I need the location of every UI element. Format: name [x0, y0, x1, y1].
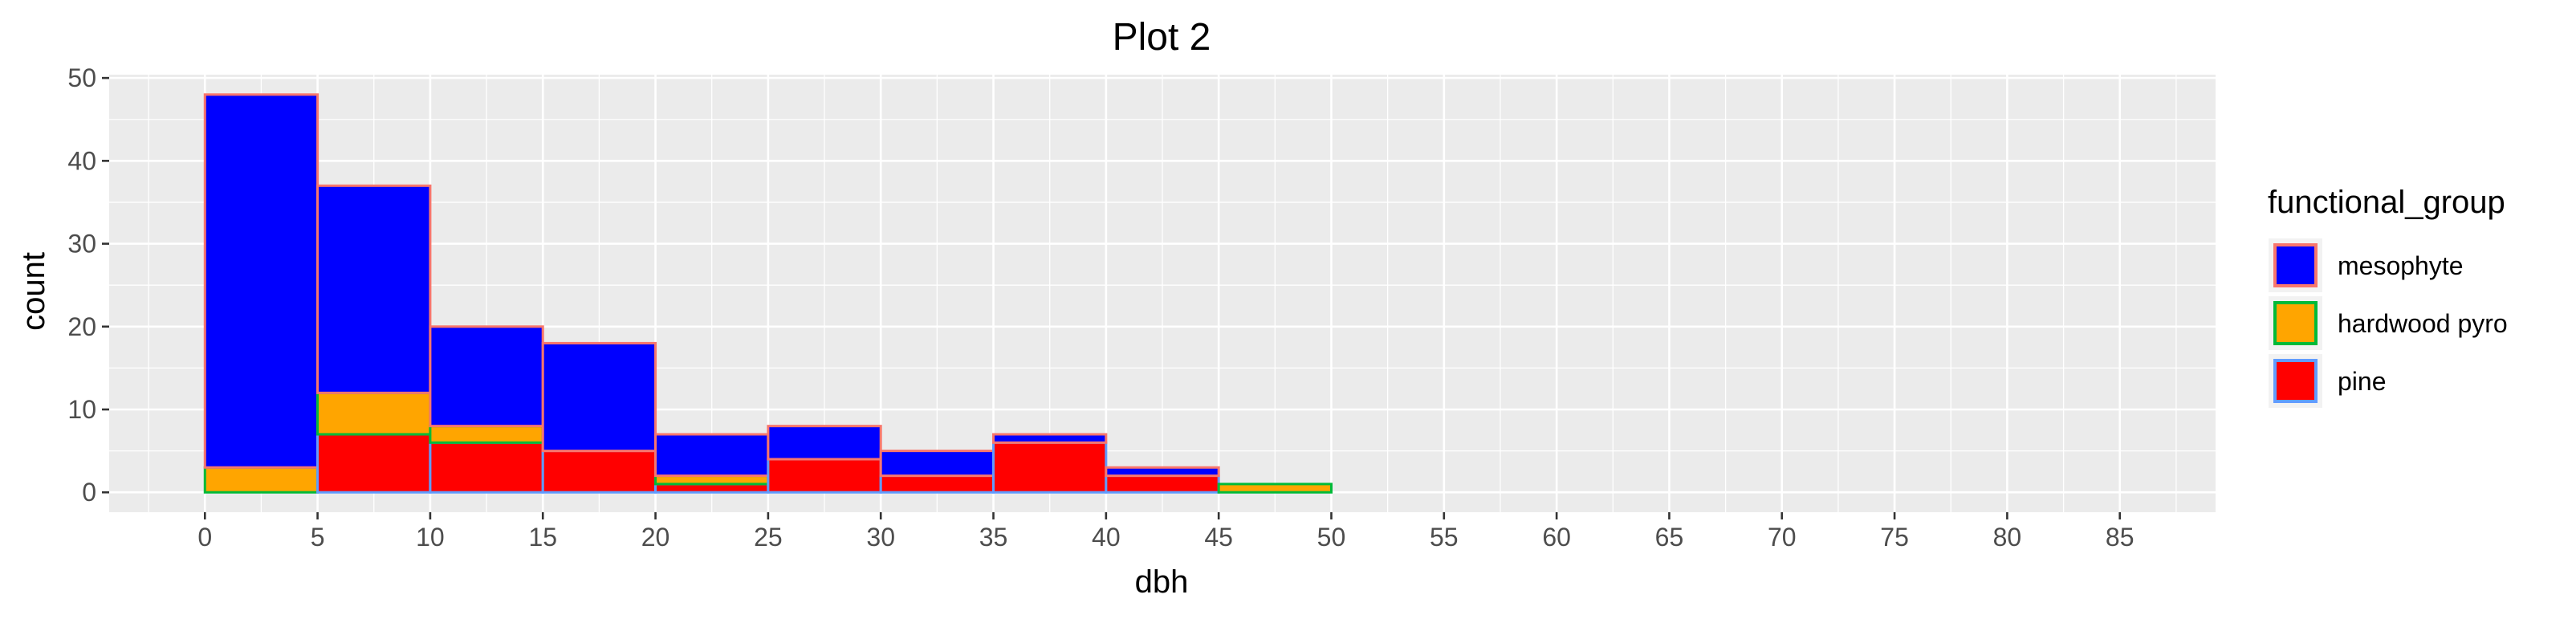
- legend-label: mesophyte: [2338, 251, 2464, 280]
- bar-pine-25: [767, 458, 882, 494]
- legend-label: pine: [2338, 367, 2387, 396]
- bar-mesophyte-20: [654, 433, 770, 478]
- bar-mesophyte-5: [316, 184, 432, 394]
- bar-pine-35: [992, 441, 1108, 494]
- x-tick-label: 85: [2106, 523, 2134, 552]
- x-axis-title: dbh: [1135, 564, 1189, 600]
- bars-layer: [203, 93, 1333, 494]
- bar-hardwood-pyro-5: [316, 391, 432, 436]
- y-tick-label: 40: [67, 146, 96, 175]
- legend: functional_group mesophyte hardwood pyro p…: [2268, 185, 2508, 408]
- bar-pine-5: [316, 433, 432, 494]
- chart-title: Plot 2: [1113, 16, 1211, 59]
- bar-mesophyte-25: [767, 425, 882, 461]
- x-tick-label: 25: [754, 523, 783, 552]
- y-tick-label: 10: [67, 395, 96, 424]
- x-tick-label: 80: [1993, 523, 2022, 552]
- legend-key-hardwood-pyro: [2273, 301, 2318, 345]
- bar-mesophyte-40: [1105, 466, 1220, 478]
- x-tick-label: 0: [197, 523, 212, 552]
- legend-title: functional_group: [2268, 185, 2505, 220]
- y-axis-title: count: [16, 252, 51, 331]
- y-tick-label: 20: [67, 312, 96, 341]
- y-tick-label: 30: [67, 230, 96, 259]
- bar-hardwood-pyro-20: [654, 474, 770, 486]
- y-tick-label: 50: [67, 63, 96, 92]
- legend-label: hardwood pyro: [2338, 309, 2508, 338]
- x-tick-label: 70: [1768, 523, 1797, 552]
- x-tick-label: 60: [1542, 523, 1571, 552]
- x-tick-label: 40: [1092, 523, 1121, 552]
- x-tick-label: 10: [416, 523, 445, 552]
- axis-layer: 0 10 20 30 40 50 0 5 10 15 20 25 30 35 40 45 50 55 60 65 70 7…: [67, 63, 2134, 552]
- x-tick-label: 35: [979, 523, 1008, 552]
- x-tick-label: 5: [311, 523, 325, 552]
- bar-pine-20: [654, 483, 770, 494]
- x-tick-label: 65: [1655, 523, 1684, 552]
- x-tick-label: 30: [866, 523, 895, 552]
- bar-hardwood-pyro-10: [429, 425, 544, 444]
- bar-mesophyte-35: [992, 433, 1108, 444]
- bar-hardwood-pyro-0: [203, 466, 319, 494]
- x-tick-label: 75: [1880, 523, 1909, 552]
- bar-mesophyte-0: [203, 93, 319, 469]
- x-tick-label: 55: [1430, 523, 1459, 552]
- x-tick-label: 15: [528, 523, 557, 552]
- legend-key-mesophyte: [2273, 243, 2318, 287]
- x-tick-label: 50: [1317, 523, 1346, 552]
- x-tick-label: 20: [641, 523, 670, 552]
- bar-pine-30: [879, 474, 995, 494]
- y-tick-label: 0: [82, 478, 96, 507]
- bar-pine-10: [429, 441, 544, 494]
- bar-pine-15: [541, 450, 657, 494]
- bar-pine-40: [1105, 474, 1220, 494]
- bar-mesophyte-30: [879, 450, 995, 478]
- bar-mesophyte-10: [429, 325, 544, 428]
- x-tick-label: 45: [1204, 523, 1233, 552]
- legend-key-pine: [2273, 359, 2318, 403]
- bar-hardwood-pyro-45: [1217, 483, 1333, 494]
- bar-mesophyte-15: [541, 341, 657, 453]
